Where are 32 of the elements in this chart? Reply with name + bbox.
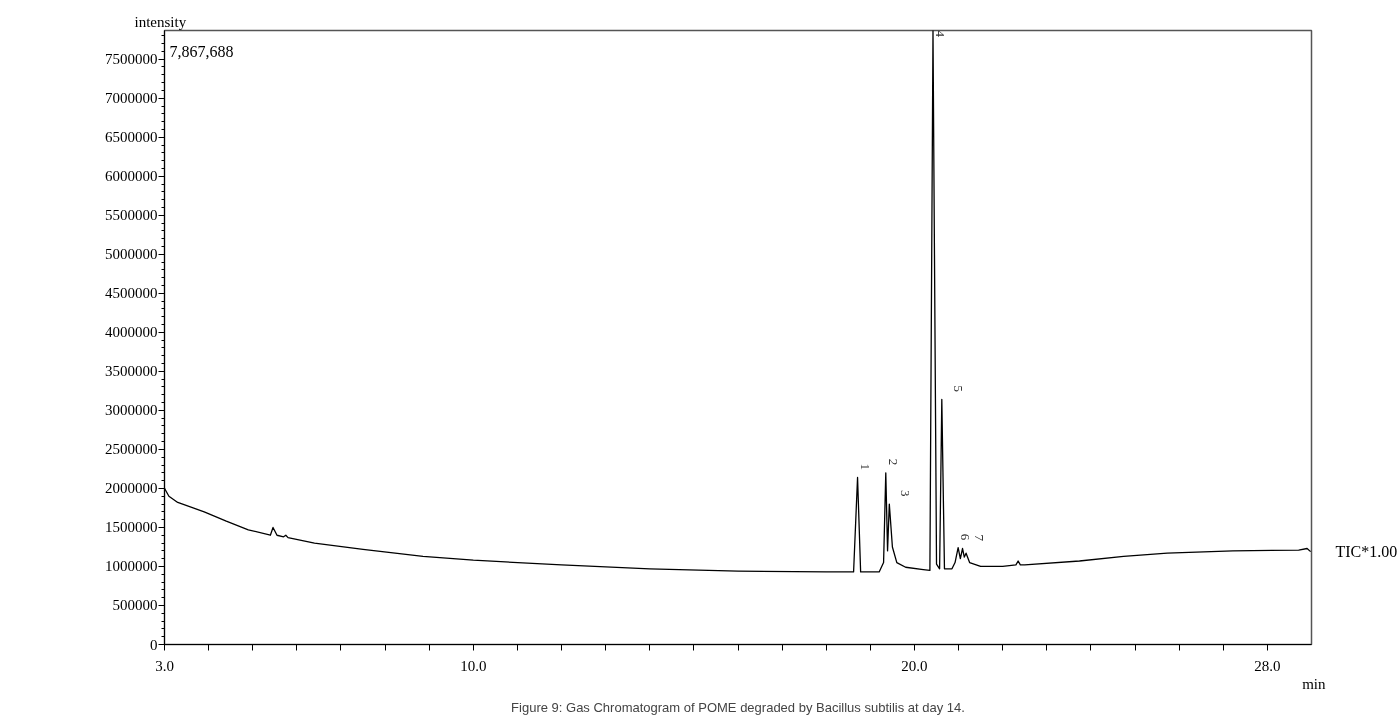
annotation: 7	[971, 534, 987, 542]
annotation: 6	[958, 533, 974, 541]
y-tick-label: 3000000	[105, 402, 158, 419]
x-tick-label: 20.0	[901, 657, 928, 674]
text: TIC*1.00	[1335, 543, 1398, 561]
y-tick-label: 7000000	[105, 90, 158, 107]
x-tick-label: 3.0	[155, 657, 174, 674]
caption: Figure 9: Gas Chromatogram of POME degraded by Bacillus subtilis at day 14.	[511, 699, 965, 715]
y-tick-label: 6500000	[105, 129, 158, 146]
annotation: 3	[898, 490, 914, 497]
y-axis-title: intensity	[134, 13, 187, 30]
y-tick-label: 4000000	[105, 324, 158, 341]
y-tick-label: 500000	[112, 597, 158, 614]
annotation: 2	[885, 458, 901, 466]
x-axis-title: min	[1302, 675, 1326, 692]
y-tick-label: 1500000	[105, 519, 158, 536]
y-tick-label: 1000000	[105, 558, 158, 575]
y-tick-label: 5000000	[105, 246, 158, 263]
annotation: 5	[950, 385, 966, 392]
y-tick-label: 4500000	[105, 285, 158, 302]
annotation: 7,867,688	[169, 42, 234, 60]
y-tick-label: 0	[150, 636, 158, 653]
y-tick-label: 5500000	[105, 207, 158, 224]
annotation: 1	[857, 463, 873, 470]
x-tick-label: 28.0	[1254, 657, 1281, 674]
x-tick-label: 10.0	[460, 657, 487, 674]
annotation: 4	[932, 30, 948, 38]
y-tick-label: 6000000	[105, 168, 158, 185]
y-tick-label: 2000000	[105, 480, 158, 497]
y-tick-label: 3500000	[105, 363, 158, 380]
y-tick-label: 7500000	[105, 51, 158, 68]
y-tick-label: 2500000	[105, 441, 158, 458]
